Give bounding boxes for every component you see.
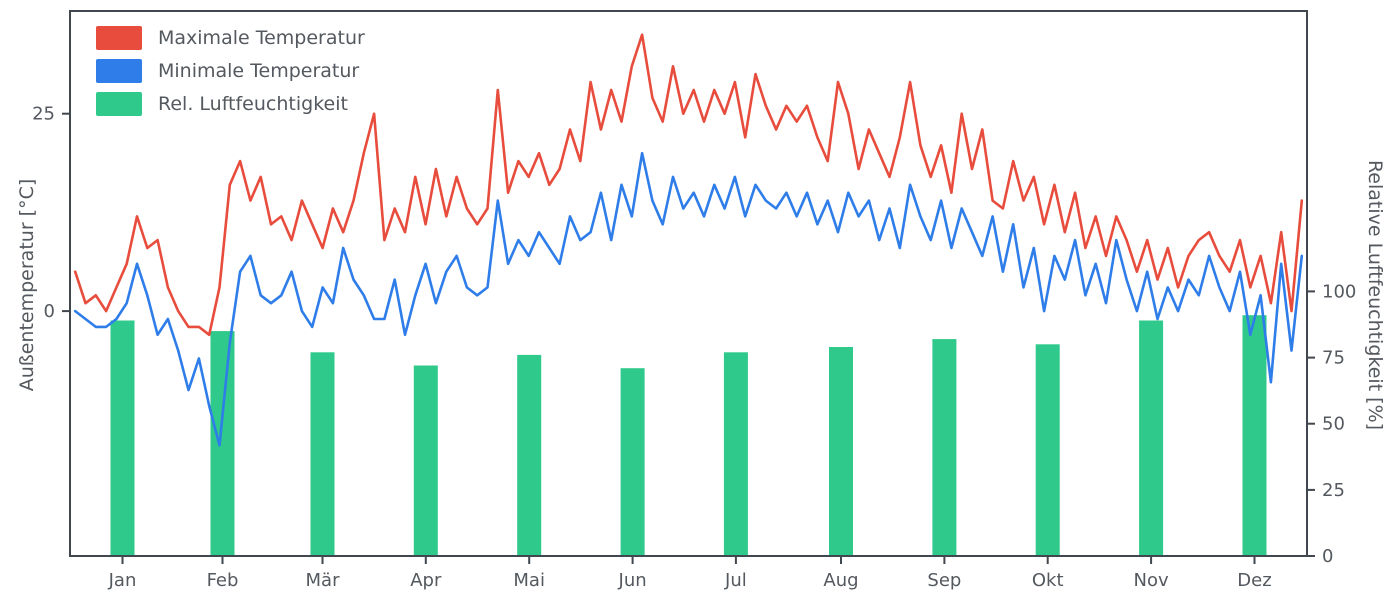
legend-swatch — [96, 92, 142, 116]
left-axis-tick-label: 0 — [44, 301, 55, 322]
humidity-bar — [1242, 315, 1267, 556]
right-axis-tick-label: 75 — [1322, 348, 1345, 369]
legend-swatch — [96, 26, 142, 50]
right-axis-tick-label: 0 — [1322, 546, 1333, 567]
right-axis-label: Relative Luftfeuchtigkeit [%] — [1364, 159, 1386, 431]
legend-label: Rel. Luftfeuchtigkeit — [158, 93, 348, 115]
humidity-bar — [110, 320, 135, 556]
max-temp-line — [73, 33, 1304, 337]
plot-border — [69, 10, 1308, 557]
x-axis-tick-label: Apr — [410, 570, 442, 591]
x-axis-tick-label: Jul — [724, 570, 747, 591]
legend-item: Minimale Temperatur — [96, 59, 365, 83]
right-axis-tick-label: 50 — [1322, 414, 1345, 435]
legend-item: Rel. Luftfeuchtigkeit — [96, 92, 365, 116]
left-axis-label: Außentemperatur [°C] — [16, 178, 38, 392]
humidity-bar — [517, 354, 542, 556]
humidity-bar — [1139, 320, 1164, 556]
legend: Maximale Temperatur Minimale Temperatur Re… — [92, 24, 369, 118]
right-axis-tick-label: 100 — [1322, 281, 1356, 302]
x-axis-tick-label: Jan — [108, 570, 137, 591]
x-axis-tick-label: Okt — [1032, 570, 1064, 591]
humidity-bar — [620, 368, 645, 556]
legend-label: Minimale Temperatur — [158, 60, 360, 82]
humidity-bar — [1035, 344, 1060, 556]
humidity-bar — [210, 331, 235, 556]
humidity-bar — [413, 365, 438, 556]
x-axis-tick-label: Dez — [1237, 570, 1271, 591]
x-axis-tick-label: Aug — [823, 570, 858, 591]
humidity-bar — [829, 347, 853, 556]
legend-label: Maximale Temperatur — [158, 27, 365, 49]
left-axis-tick-label: 25 — [32, 104, 55, 125]
x-axis-tick-label: Nov — [1134, 570, 1169, 591]
humidity-bar — [932, 339, 957, 556]
x-axis-tick-label: Feb — [207, 570, 239, 591]
humidity-bar — [723, 352, 748, 556]
x-axis-tick-label: Sep — [927, 570, 961, 591]
x-axis-tick-label: Mär — [306, 570, 341, 591]
legend-item: Maximale Temperatur — [96, 26, 365, 50]
min-temp-line — [73, 151, 1304, 447]
x-axis-tick-label: Mai — [513, 570, 545, 591]
right-axis-tick-label: 25 — [1322, 480, 1345, 501]
x-axis-tick-label: Jun — [618, 570, 647, 591]
humidity-bar — [310, 352, 335, 556]
legend-swatch — [96, 59, 142, 83]
